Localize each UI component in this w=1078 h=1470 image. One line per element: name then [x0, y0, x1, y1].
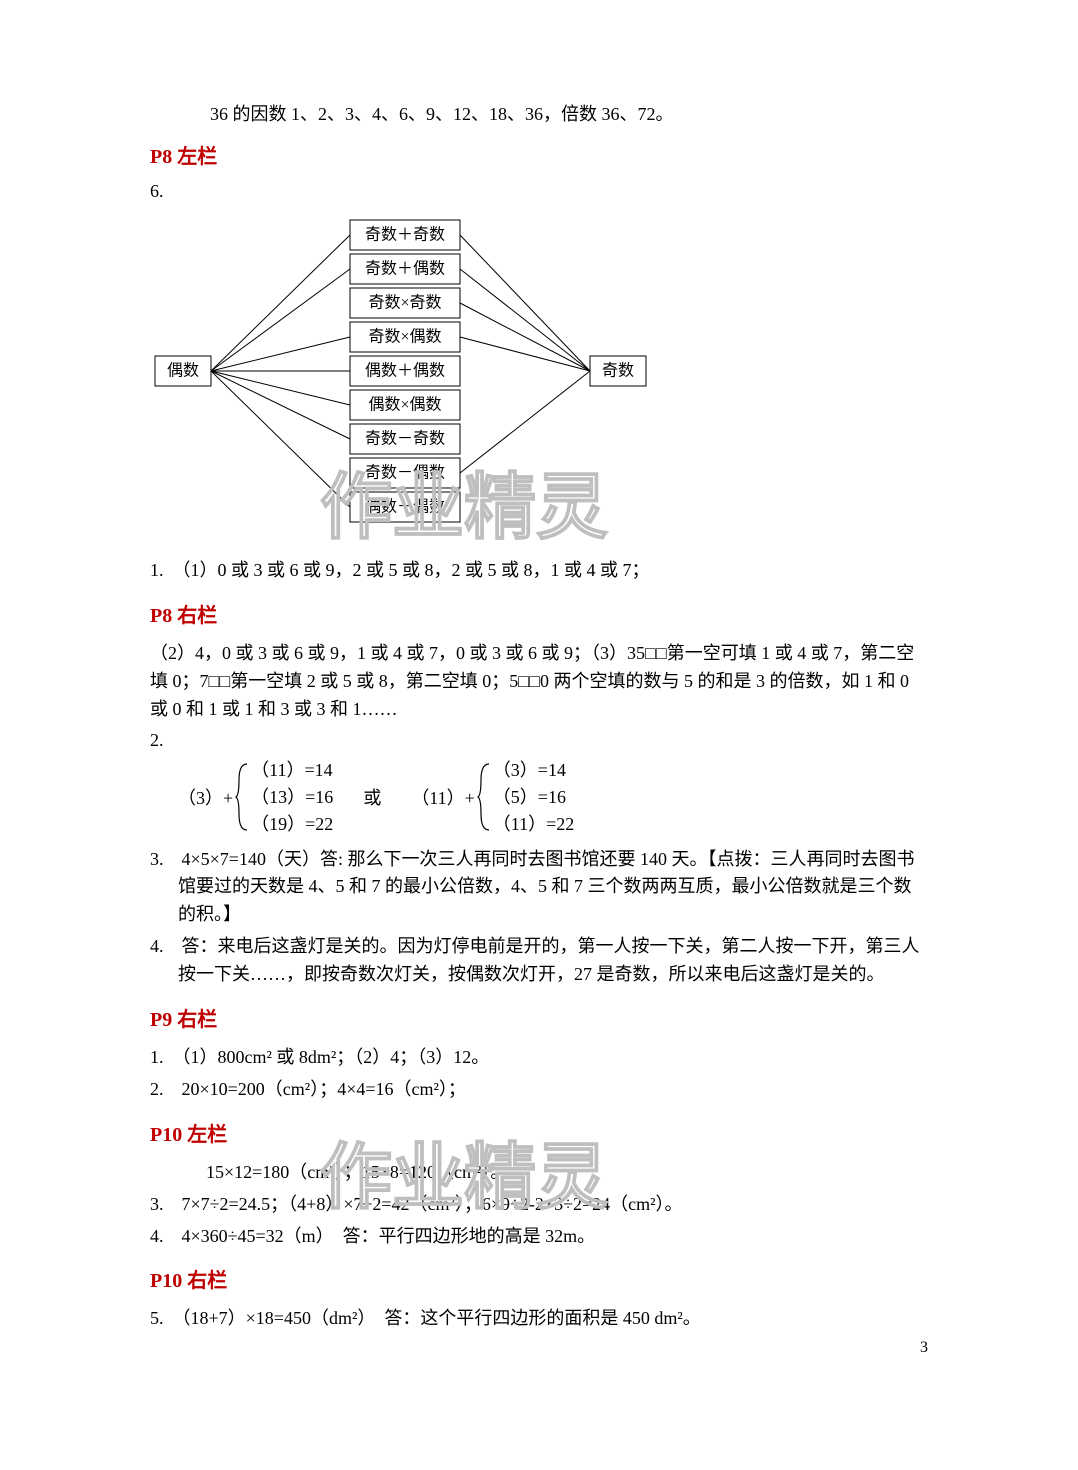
parity-diagram: 奇数＋奇数奇数＋偶数奇数×奇数奇数×偶数偶数＋偶数偶数×偶数奇数－奇数奇数－偶数…	[150, 210, 928, 545]
q2-label: 2.	[150, 730, 928, 751]
heading-p8-right: P8 右栏	[150, 599, 928, 628]
q2-g1-0: （11）=14	[251, 757, 333, 784]
p10l-q4: 4. 4×360÷45=32（m） 答：平行四边形地的高是 32m。	[150, 1223, 928, 1251]
q2-group2: （3）=14 （5）=16 （11）=22	[493, 757, 574, 838]
page: 36 的因数 1、2、3、4、6、9、12、18、36，倍数 36、72。 P8…	[0, 0, 1078, 1397]
p8r-q4: 4. 答：来电后这盏灯是关的。因为灯停电前是开的，第一人按一下关，第二人按一下开…	[150, 933, 928, 989]
p8l-q1: 1. （1）0 或 3 或 6 或 9，2 或 5 或 8，2 或 5 或 8，…	[150, 557, 928, 585]
q2-g2-0: （3）=14	[493, 757, 574, 784]
p10l-line: 15×12=180（cm²）；15×8=120（cm²）。	[150, 1159, 928, 1187]
q2-g1-2: （19）=22	[251, 811, 333, 838]
brace-left-2	[477, 762, 491, 832]
parity-diagram-svg: 奇数＋奇数奇数＋偶数奇数×奇数奇数×偶数偶数＋偶数偶数×偶数奇数－奇数奇数－偶数…	[150, 210, 790, 540]
q2-g2-1: （5）=16	[493, 784, 574, 811]
svg-text:奇数＋偶数: 奇数＋偶数	[365, 260, 445, 278]
q2-g1-1: （13）=16	[251, 784, 333, 811]
q2-g2-2: （11）=22	[493, 811, 574, 838]
p10r-q5: 5. （18+7）×18=450（dm²） 答：这个平行四边形的面积是 450 …	[150, 1305, 928, 1333]
svg-text:偶数－偶数: 偶数－偶数	[365, 498, 445, 516]
svg-text:奇数－偶数: 奇数－偶数	[365, 464, 445, 482]
heading-p8-left: P8 左栏	[150, 140, 928, 169]
svg-text:奇数: 奇数	[602, 362, 634, 380]
p8r-q3: 3. 4×5×7=140（天）答: 那么下一次三人再同时去图书馆还要 140 天…	[150, 846, 928, 930]
svg-text:偶数: 偶数	[167, 362, 199, 380]
heading-p9-right: P9 右栏	[150, 1003, 928, 1032]
brace-left-1	[235, 762, 249, 832]
heading-p10-right: P10 右栏	[150, 1264, 928, 1293]
svg-text:奇数－奇数: 奇数－奇数	[365, 430, 445, 448]
q2-lhs1: （3）+	[178, 784, 233, 810]
top-factors-line: 36 的因数 1、2、3、4、6、9、12、18、36，倍数 36、72。	[210, 100, 928, 126]
page-number: 3	[920, 1339, 928, 1357]
svg-text:偶数＋偶数: 偶数＋偶数	[365, 362, 445, 380]
p9r-q1: 1. （1）800cm² 或 8dm²；（2）4；（3）12。	[150, 1044, 928, 1072]
q2-group1: （11）=14 （13）=16 （19）=22	[251, 757, 333, 838]
p8r-paragraph: （2）4，0 或 3 或 6 或 9，1 或 4 或 7，0 或 3 或 6 或…	[150, 640, 928, 724]
svg-text:奇数×奇数: 奇数×奇数	[368, 294, 441, 312]
p10l-q3: 3. 7×7÷2=24.5；（4+8）×7÷2=42（cm²）；6×9÷2-2×…	[150, 1191, 928, 1219]
svg-text:偶数×偶数: 偶数×偶数	[368, 396, 441, 414]
q2-or: 或	[363, 784, 381, 810]
q2-brace-row: （3）+ （11）=14 （13）=16 （19）=22 或 （11）+ （3）…	[178, 757, 928, 838]
svg-text:奇数＋奇数: 奇数＋奇数	[365, 226, 445, 244]
heading-p10-left: P10 左栏	[150, 1118, 928, 1147]
q2-lhs2: （11）+	[411, 784, 474, 810]
svg-text:奇数×偶数: 奇数×偶数	[368, 328, 441, 346]
q6-label: 6.	[150, 181, 928, 202]
p9r-q2: 2. 20×10=200（cm²）；4×4=16（cm²）；	[150, 1076, 928, 1104]
